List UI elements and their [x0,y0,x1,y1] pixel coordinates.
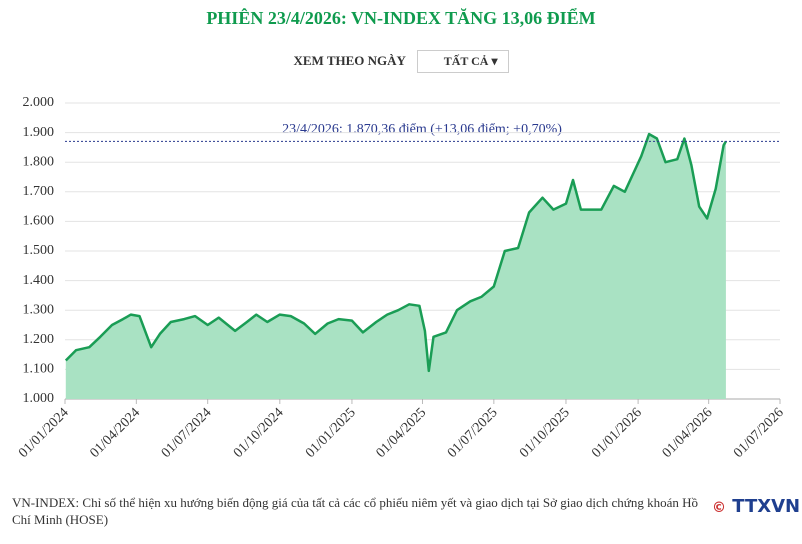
x-tick-label: 01/10/2025 [517,405,573,461]
x-tick-label: 01/10/2024 [231,405,287,461]
y-tick-label: 1.800 [23,154,55,169]
x-tick-label: 01/01/2026 [589,405,645,461]
x-tick-label: 01/04/2026 [660,405,716,461]
filter-dropdown[interactable]: TẤT CẢ ▾ [416,50,509,73]
caption: VN-INDEX: Chỉ số thể hiện xu hướng biến … [12,495,698,527]
x-tick-label: 01/04/2024 [87,405,143,461]
filter-bar: XEM THEO NGÀY TẤT CẢ ▾ [0,50,802,73]
y-tick-label: 1.100 [23,362,55,377]
filter-value: TẤT CẢ [443,54,489,68]
x-tick-label: 01/01/2024 [16,405,72,461]
annotation: 23/4/2026: 1.870,36 điểm (+13,06 điểm; +… [282,122,562,137]
y-tick-label: 1.000 [23,391,55,406]
line [64,132,727,373]
x-tick-label: 01/07/2026 [731,405,787,461]
y-tick-label: 1.500 [23,243,55,258]
y-tick-label: 1.200 [23,332,55,347]
x-tick-label: 01/01/2025 [303,405,359,461]
filter-label: XEM THEO NGÀY [293,53,406,68]
x-tick-label: 01/07/2025 [445,405,501,461]
logo: © TTXVN [712,496,800,517]
source: TTXVN [732,496,801,517]
x-tick-label: 01/07/2024 [159,405,215,461]
y-tick-label: 1.700 [23,184,55,199]
copyright: © [712,500,726,516]
area [65,134,726,399]
y-tick-label: 2.000 [23,95,55,110]
x-tick-label: 01/04/2025 [374,405,430,461]
chart: PHIÊN 23/4/2026: VN-INDEX TĂNG 13,06 ĐIỂ… [16,7,787,461]
y-tick-label: 1.900 [23,125,55,140]
chart-title: PHIÊN 23/4/2026: VN-INDEX TĂNG 13,06 ĐIỂ… [206,7,595,28]
y-tick-label: 1.300 [23,302,55,317]
y-tick-label: 1.600 [23,214,55,229]
y-tick-label: 1.400 [23,273,55,288]
